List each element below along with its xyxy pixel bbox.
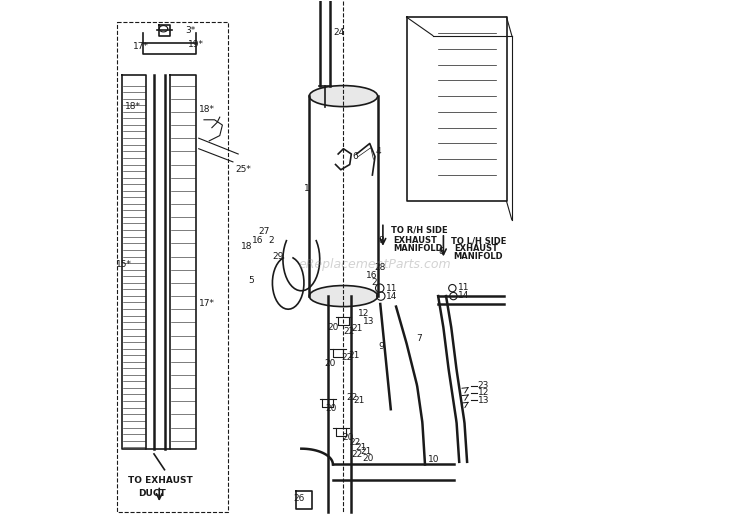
Text: 8: 8 <box>438 247 444 256</box>
Text: 20: 20 <box>362 454 374 463</box>
Text: 22: 22 <box>350 438 361 447</box>
Text: 18*: 18* <box>199 105 214 114</box>
Text: 17*: 17* <box>199 299 214 308</box>
Text: 2: 2 <box>371 278 377 287</box>
Text: 22: 22 <box>342 353 353 362</box>
Text: 13: 13 <box>478 396 489 405</box>
Text: 21: 21 <box>351 324 363 333</box>
Text: 20: 20 <box>325 404 337 413</box>
Text: 20: 20 <box>325 359 336 368</box>
Text: 11: 11 <box>386 284 397 293</box>
Text: 18: 18 <box>241 242 252 251</box>
Text: 22: 22 <box>346 393 358 402</box>
Text: 3*: 3* <box>185 26 196 35</box>
Text: 12: 12 <box>478 388 489 397</box>
Text: 21: 21 <box>356 443 367 452</box>
Text: EXHAUST: EXHAUST <box>454 244 498 253</box>
Text: 21: 21 <box>361 447 372 456</box>
Ellipse shape <box>309 286 378 307</box>
Text: 26: 26 <box>293 494 304 503</box>
Text: 16: 16 <box>365 270 377 279</box>
Text: 11: 11 <box>458 282 470 291</box>
Text: 17*: 17* <box>133 42 149 51</box>
Text: 20: 20 <box>342 433 354 442</box>
Text: 21: 21 <box>353 396 364 405</box>
Text: 29: 29 <box>272 252 284 261</box>
Text: 22: 22 <box>351 451 362 460</box>
Text: 14: 14 <box>458 290 470 299</box>
Text: 13: 13 <box>364 317 375 326</box>
Text: 5: 5 <box>249 276 254 285</box>
Text: 15*: 15* <box>116 260 132 269</box>
Text: 22: 22 <box>344 327 355 336</box>
Text: TO R/H SIDE: TO R/H SIDE <box>391 226 448 235</box>
Text: 24: 24 <box>333 29 344 38</box>
Text: 14: 14 <box>386 291 397 300</box>
Text: 23: 23 <box>478 381 489 390</box>
Text: 2: 2 <box>268 236 274 245</box>
Text: 1: 1 <box>304 184 310 193</box>
Text: 20: 20 <box>328 323 339 332</box>
Text: 16: 16 <box>253 236 264 245</box>
Text: 6: 6 <box>352 152 358 161</box>
Text: 18*: 18* <box>125 102 141 111</box>
Text: TO EXHAUST: TO EXHAUST <box>128 476 193 485</box>
Text: 10: 10 <box>427 455 439 464</box>
Text: MANIFOLD: MANIFOLD <box>453 252 503 261</box>
Text: DUCT: DUCT <box>138 489 166 498</box>
Text: TO L/H SIDE: TO L/H SIDE <box>452 236 507 245</box>
Text: 9: 9 <box>378 342 384 351</box>
Text: 12: 12 <box>358 309 370 318</box>
Text: eReplacementParts.com: eReplacementParts.com <box>298 258 452 271</box>
Text: 28: 28 <box>374 262 386 271</box>
Text: 25*: 25* <box>236 165 251 174</box>
Ellipse shape <box>309 86 378 107</box>
Text: 4: 4 <box>376 147 382 156</box>
Text: MANIFOLD: MANIFOLD <box>394 244 443 253</box>
Text: 7: 7 <box>416 334 422 343</box>
Text: 19*: 19* <box>188 40 204 49</box>
Text: 27: 27 <box>258 227 269 236</box>
Text: EXHAUST: EXHAUST <box>394 236 437 245</box>
Text: 8: 8 <box>379 236 385 245</box>
Text: 21: 21 <box>349 351 360 360</box>
